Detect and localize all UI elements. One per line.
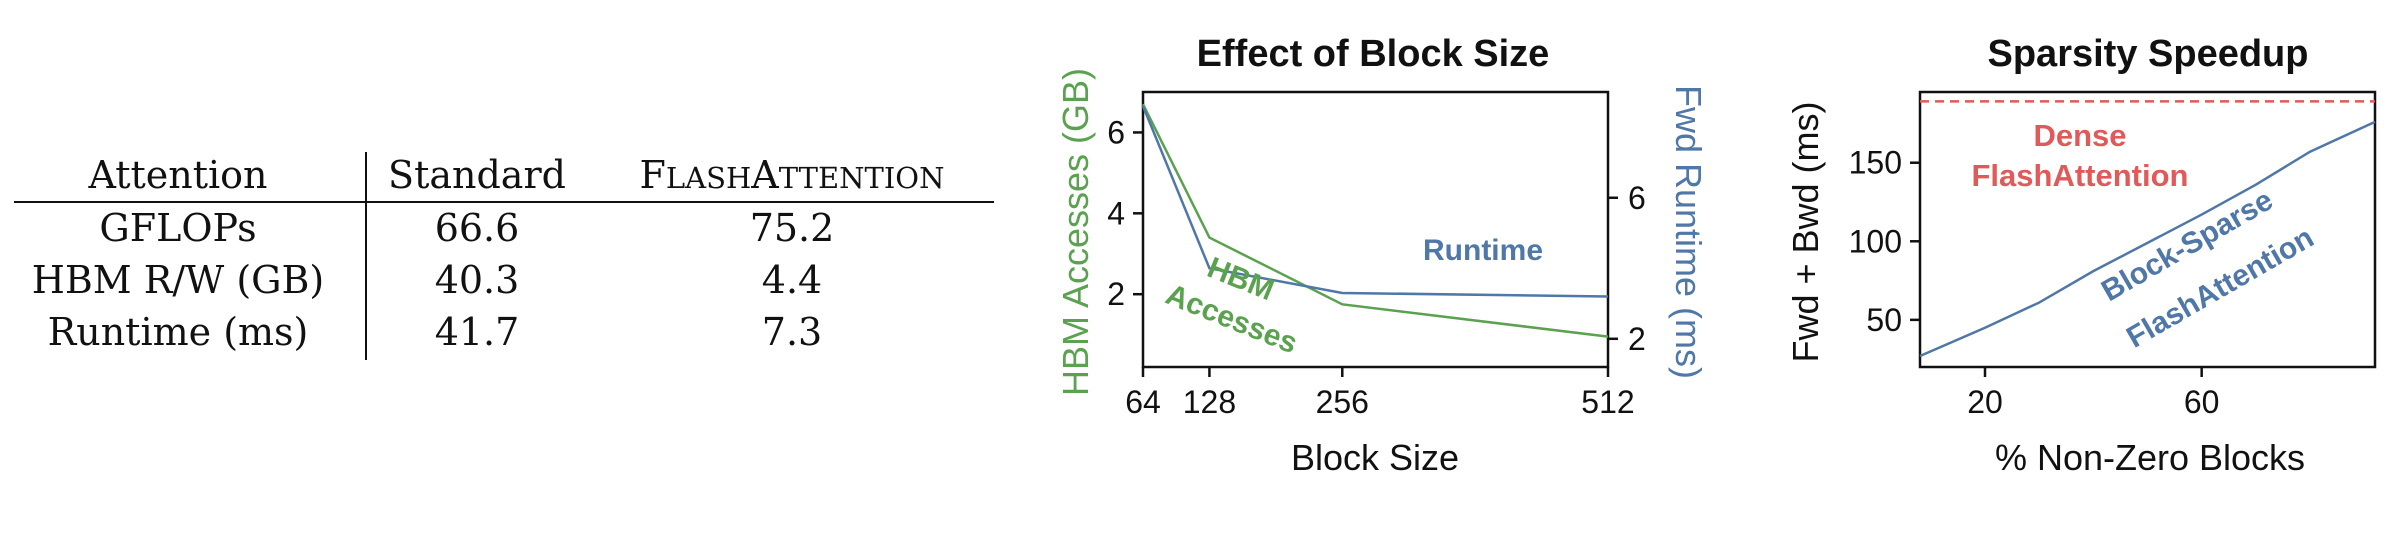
y-tick-label: 2 [1107,276,1125,312]
chart-title: Sparsity Speedup [1988,33,2309,75]
x-tick-label: 64 [1125,384,1161,420]
table-header-standard: Standard [388,153,566,197]
annotation-dense-flash: FlashAttention [1972,158,2189,193]
y-axis-label: Fwd + Bwd (ms) [1785,101,1826,362]
annotation-dense: Dense [2033,118,2126,153]
chart-title: Effect of Block Size [1197,33,1550,75]
table-header-flashattention: FLASHATTENTION [640,153,945,197]
x-tick-label: 256 [1316,384,1369,420]
table-cell-standard: 41.7 [435,310,520,354]
table-header-attention: Attention [87,153,267,197]
table-cell-standard: 66.6 [435,206,520,250]
y-tick-label: 4 [1107,195,1125,231]
sparsity-chart: Sparsity Speedup 20 60 50 100 150 % Non-Zer… [1785,33,2377,478]
hbm-accesses-line [1141,103,1609,338]
x-tick-label: 60 [2184,384,2220,420]
y2-axis-label: Fwd Runtime (ms) [1668,85,1709,379]
block-size-chart: Effect of Block Size 64 128 256 512 246 26 … [1055,33,1709,478]
y2-tick-label: 2 [1628,321,1646,357]
table-cell-flash: 75.2 [750,206,835,250]
table-cell-standard: 40.3 [435,258,520,302]
comparison-table: Attention Standard FLASHATTENTION GFLOPs… [14,152,994,360]
x-tick-label: 128 [1183,384,1236,420]
runtime-line [1141,105,1609,298]
x-tick-label: 20 [1967,384,2003,420]
table-row-label: Runtime (ms) [48,310,309,354]
block-sparse-flashattention-line [1919,120,2376,358]
plot-frame [1141,90,1610,369]
table-cell-flash: 7.3 [762,310,822,354]
table-cell-flash: 4.4 [762,258,822,302]
x-axis-label: Block Size [1291,437,1459,478]
plot-frame [1918,90,2377,369]
annotation-runtime: Runtime [1423,234,1543,267]
table-row-label: HBM R/W (GB) [32,258,325,302]
y-tick-label: 100 [1849,223,1902,259]
x-axis-label: % Non-Zero Blocks [1995,437,2305,478]
y-axis-label: HBM Accesses (GB) [1055,68,1096,396]
table-row-label: GFLOPs [99,206,256,250]
y-tick-label: 150 [1849,145,1902,181]
y-tick-label: 50 [1866,302,1902,338]
y2-tick-label: 6 [1628,180,1646,216]
x-tick-label: 512 [1581,384,1634,420]
y-tick-label: 6 [1107,114,1125,150]
